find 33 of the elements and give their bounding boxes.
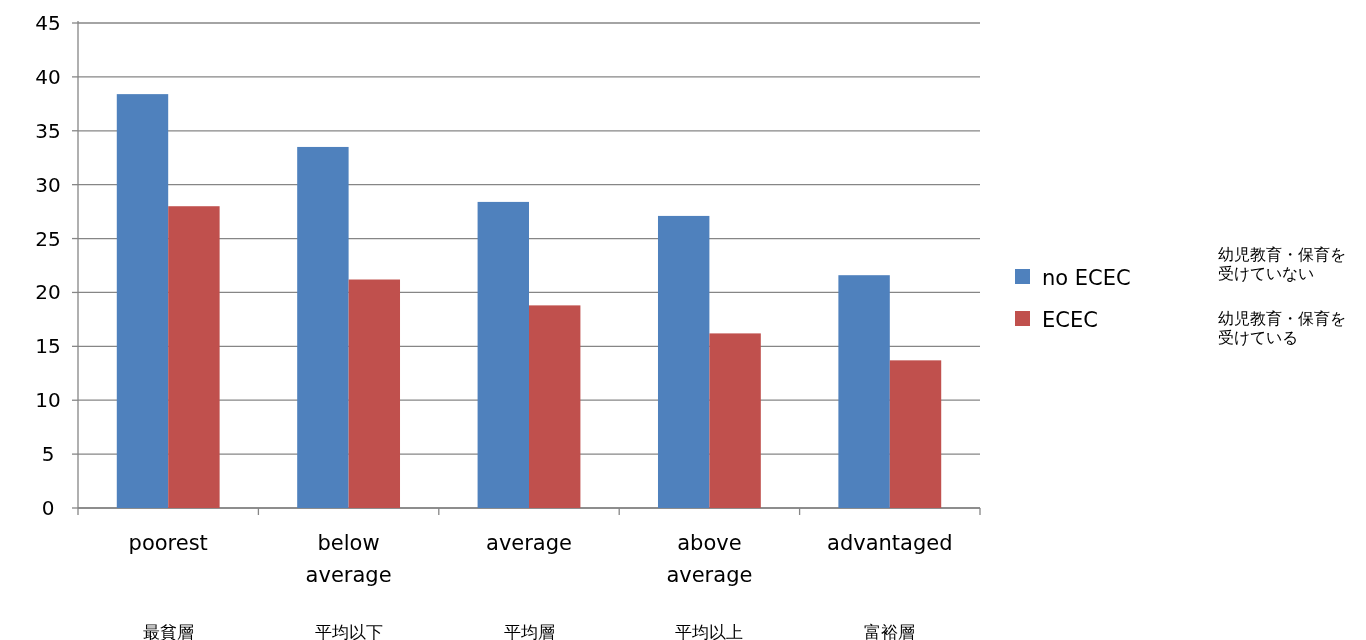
text: 平均以上: [675, 622, 744, 640]
y-tick-label: 30: [35, 172, 61, 197]
y-tick-label: 25: [35, 226, 61, 251]
bar: [529, 305, 581, 508]
bar: [168, 206, 220, 508]
bar: [116, 94, 169, 508]
legend-label: no ECEC: [1042, 266, 1131, 290]
x-tick-label: advantaged: [827, 531, 953, 555]
text: 幼児教育・保育を受けている: [1218, 309, 1346, 347]
y-tick-label: 20: [35, 280, 61, 305]
x-tick-label: poorest: [128, 531, 208, 555]
y-tick-label: 10: [35, 388, 61, 413]
x-tick-label: below average: [305, 531, 392, 587]
legend-label: ECEC: [1042, 308, 1098, 332]
x-tick-label: average: [486, 531, 572, 555]
bar: [348, 279, 401, 508]
y-tick-label: 15: [35, 334, 61, 359]
bar: [657, 215, 710, 508]
bar: [477, 201, 529, 508]
text: 富裕層: [864, 622, 916, 640]
bar: [838, 275, 890, 508]
text: 幼児教育・保育を受けていない: [1218, 245, 1346, 283]
bar: [297, 146, 349, 508]
text: 平均以下: [314, 622, 383, 640]
y-tick-label: 45: [35, 11, 61, 35]
y-tick-label: 0: [41, 496, 55, 520]
text: 平均層: [503, 622, 555, 640]
bar: [709, 333, 761, 508]
x-tick-label: above average: [666, 531, 753, 587]
y-tick-label: 35: [35, 118, 61, 143]
bar: [889, 360, 942, 508]
y-tick-label: 5: [41, 442, 55, 467]
y-tick-label: 40: [35, 64, 61, 89]
